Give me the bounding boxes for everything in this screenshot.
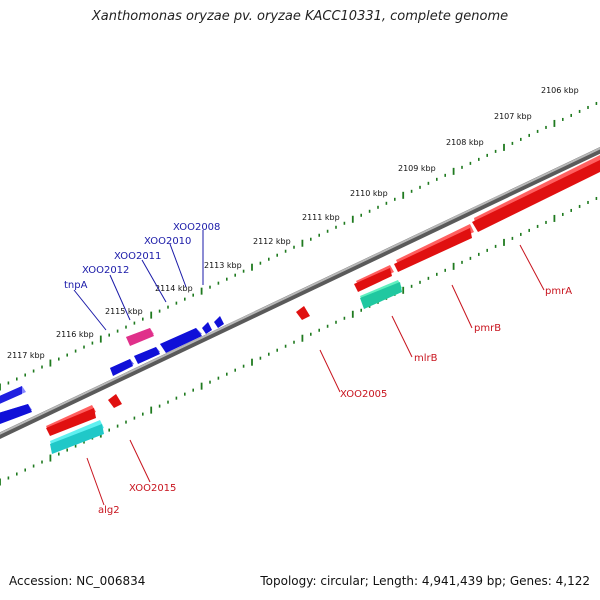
tick-label: 2111 kbp bbox=[302, 213, 340, 222]
gene-block-pmra[interactable] bbox=[472, 155, 600, 232]
gene-block-xoo2005[interactable] bbox=[296, 306, 310, 320]
gene-label-pmra[interactable]: pmrA bbox=[545, 286, 572, 297]
accession-text: Accession: NC_006834 bbox=[9, 574, 146, 588]
gene-block-tnpa[interactable] bbox=[110, 359, 134, 376]
gene-block[interactable] bbox=[0, 404, 32, 424]
gene-label-xoo2011[interactable]: XOO2011 bbox=[114, 251, 161, 262]
tick-label: 2115 kbp bbox=[105, 307, 143, 316]
gene-label-xoo2005[interactable]: XOO2005 bbox=[340, 389, 387, 400]
gene-label-tnpa[interactable]: tnpA bbox=[64, 280, 88, 291]
forward-gene-labels: XOO2008 XOO2010 XOO2011 XOO2012 tnpA bbox=[64, 222, 220, 331]
tick-label: 2114 kbp bbox=[155, 284, 193, 293]
gene-label-xoo2010[interactable]: XOO2010 bbox=[144, 236, 191, 247]
gene-label-xoo2012[interactable]: XOO2012 bbox=[82, 265, 129, 276]
upper-tick-track bbox=[0, 101, 598, 391]
tick-label: 2107 kbp bbox=[494, 112, 532, 121]
reverse-gene-labels: pmrA pmrB mlrB XOO2005 XOO2015 alg2 bbox=[86, 244, 572, 516]
gene-label-mlrb[interactable]: mlrB bbox=[414, 353, 438, 364]
tick-label: 2113 kbp bbox=[204, 261, 242, 270]
gene-block-mlrb[interactable] bbox=[360, 280, 402, 309]
gene-label-xoo2015[interactable]: XOO2015 bbox=[129, 483, 176, 494]
gene-block-pmrb[interactable] bbox=[394, 224, 474, 272]
gene-block-xoo2010[interactable] bbox=[160, 328, 202, 353]
genome-backbone bbox=[0, 147, 600, 439]
gene-label-pmrb[interactable]: pmrB bbox=[474, 323, 501, 334]
gene-block-xoo2008-a[interactable] bbox=[202, 322, 212, 334]
gene-block-mlrb-red[interactable] bbox=[354, 265, 394, 292]
genome-summary-text: Topology: circular; Length: 4,941,439 bp… bbox=[260, 574, 590, 588]
tick-label: 2109 kbp bbox=[398, 164, 436, 173]
gene-block-xoo2015[interactable] bbox=[108, 394, 122, 408]
tick-label: 2116 kbp bbox=[56, 330, 94, 339]
gene-block-xoo2008-b[interactable] bbox=[214, 316, 224, 328]
tick-label: 2112 kbp bbox=[253, 237, 291, 246]
gene-block-xoo2011[interactable] bbox=[134, 347, 160, 364]
tick-label: 2108 kbp bbox=[446, 138, 484, 147]
gene-label-alg2[interactable]: alg2 bbox=[98, 505, 120, 516]
tick-labels: 2106 kbp 2107 kbp 2108 kbp 2109 kbp 2110… bbox=[7, 86, 579, 360]
gene-block-alg2-red[interactable] bbox=[46, 405, 96, 436]
tick-label: 2110 kbp bbox=[350, 189, 388, 198]
forward-genes bbox=[0, 316, 224, 424]
gene-label-xoo2008[interactable]: XOO2008 bbox=[173, 222, 220, 233]
tick-label: 2117 kbp bbox=[7, 351, 45, 360]
reverse-genes bbox=[46, 155, 600, 454]
gene-block-alg2[interactable] bbox=[50, 420, 104, 454]
gene-block-xoo2012[interactable] bbox=[126, 328, 154, 346]
gene-block[interactable] bbox=[0, 386, 26, 406]
map-title: Xanthomonas oryzae pv. oryzae KACC10331,… bbox=[91, 9, 509, 24]
tick-label: 2106 kbp bbox=[541, 86, 579, 95]
